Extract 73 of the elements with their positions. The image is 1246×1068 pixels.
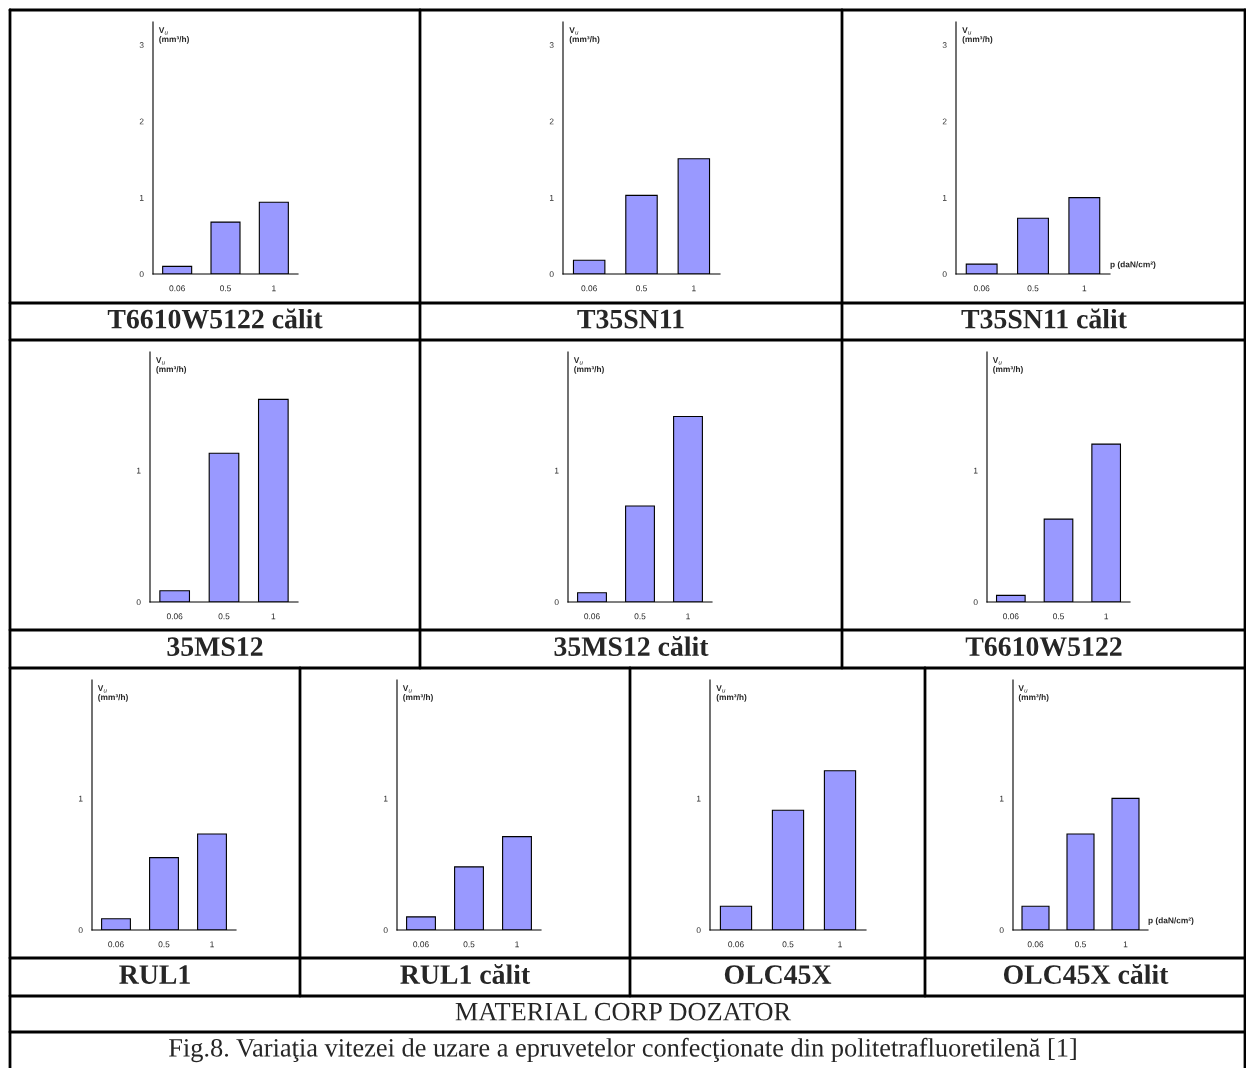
y-axis-title: V$_{u}$ (mm³/h) bbox=[1018, 685, 1049, 702]
x-tick-label: 1 bbox=[271, 613, 276, 620]
y-axis-title: V$_{u}$ (mm³/h) bbox=[962, 27, 993, 44]
x-tick-label: 1 bbox=[272, 285, 276, 292]
y-axis-title: V$_{u}$ (mm³/h) bbox=[158, 27, 189, 44]
y-tick-label: 2 bbox=[942, 118, 947, 125]
x-tick-label: 0.06 bbox=[108, 941, 124, 948]
y-tick-label: 1 bbox=[139, 194, 144, 201]
y-tick-label: 0 bbox=[696, 927, 701, 934]
y-tick-label: 0 bbox=[78, 927, 83, 934]
text: 35MS12 bbox=[167, 637, 263, 656]
y-axis-title: V$_{u}$ (mm³/h) bbox=[402, 685, 433, 702]
x-tick-label: 0.06 bbox=[169, 285, 185, 292]
x-tick-label: 0.06 bbox=[728, 941, 744, 948]
text: MATERIAL CORP DOZATOR bbox=[455, 1002, 792, 1021]
x-tick-label: 0.5 bbox=[158, 941, 170, 948]
text: RUL1 călit bbox=[400, 964, 531, 984]
x-tick-label: 0.5 bbox=[1053, 613, 1064, 620]
x-tick-label: 0.06 bbox=[973, 285, 990, 292]
x-tick-label: 0.5 bbox=[220, 285, 231, 292]
y-tick-label: 0 bbox=[942, 271, 947, 278]
text: 35MS12 călit bbox=[554, 636, 709, 656]
y-axis-title: V$_{u}$ (mm³/h) bbox=[716, 685, 747, 702]
x-tick-label: 1 bbox=[838, 941, 842, 948]
text: T35SN11 bbox=[577, 309, 684, 329]
text: OLC45X călit bbox=[1003, 964, 1169, 984]
y-axis-title: V$_{u}$ (mm³/h) bbox=[992, 357, 1023, 374]
x-tick-label: 1 bbox=[1123, 941, 1128, 948]
x-tick-label: 0.06 bbox=[166, 613, 183, 620]
y-axis-title: V$_{u}$ (mm³/h) bbox=[573, 357, 604, 374]
y-tick-label: 1 bbox=[549, 194, 554, 201]
text: T35SN11 călit bbox=[961, 308, 1127, 329]
x-axis-title: p (daN/cm²) bbox=[1148, 917, 1194, 925]
x-tick-label: 0.5 bbox=[463, 941, 475, 948]
y-tick-label: 0 bbox=[136, 599, 141, 606]
y-tick-label: 0 bbox=[383, 927, 388, 934]
caption: Fig.8. Variaţia vitezei de uzare a epruvetelor confecţionate din politetrafluoretilenă [1] bbox=[168, 1037, 1076, 1063]
y-axis-title: V$_{u}$ (mm³/h) bbox=[155, 357, 187, 374]
y-tick-label: 2 bbox=[549, 118, 554, 125]
y-tick-label: 0 bbox=[554, 599, 559, 606]
text: OLC45X bbox=[724, 965, 832, 984]
x-tick-label: 0.5 bbox=[636, 285, 647, 292]
x-tick-label: 0.06 bbox=[1027, 941, 1044, 948]
x-tick-label: 0.5 bbox=[782, 941, 794, 948]
x-tick-label: 1 bbox=[515, 941, 519, 948]
x-tick-label: 1 bbox=[686, 613, 690, 620]
text: T6610W5122 bbox=[965, 637, 1122, 657]
y-tick-label: 0 bbox=[549, 271, 554, 278]
y-tick-label: 1 bbox=[136, 467, 141, 474]
y-tick-label: 2 bbox=[139, 118, 144, 125]
y-tick-label: 1 bbox=[942, 194, 947, 201]
y-tick-label: 0 bbox=[973, 599, 978, 606]
y-tick-label: 3 bbox=[549, 42, 554, 49]
x-tick-label: 1 bbox=[1104, 613, 1109, 620]
text: T6610W5122 călit bbox=[107, 308, 323, 329]
x-tick-label: 0.06 bbox=[584, 613, 600, 620]
y-tick-label: 0 bbox=[139, 271, 144, 278]
x-tick-label: 1 bbox=[1082, 285, 1087, 292]
y-tick-label: 3 bbox=[942, 42, 947, 49]
x-tick-label: 0.5 bbox=[218, 613, 230, 620]
x-tick-label: 0.5 bbox=[634, 613, 646, 620]
text: RUL1 bbox=[119, 965, 190, 984]
y-axis-title: V$_{u}$ (mm³/h) bbox=[569, 27, 600, 44]
x-tick-label: 0.06 bbox=[581, 285, 597, 292]
y-tick-label: 3 bbox=[139, 42, 144, 49]
x-tick-label: 0.06 bbox=[1003, 613, 1019, 620]
x-tick-label: 1 bbox=[210, 941, 214, 948]
x-tick-label: 0.5 bbox=[1027, 285, 1039, 292]
x-axis-title: p (daN/cm²) bbox=[1110, 261, 1156, 269]
x-tick-label: 0.06 bbox=[413, 941, 429, 948]
y-axis-title: V$_{u}$ (mm³/h) bbox=[97, 685, 128, 702]
y-tick-label: 0 bbox=[999, 927, 1004, 934]
x-tick-label: 0.5 bbox=[1075, 941, 1086, 948]
